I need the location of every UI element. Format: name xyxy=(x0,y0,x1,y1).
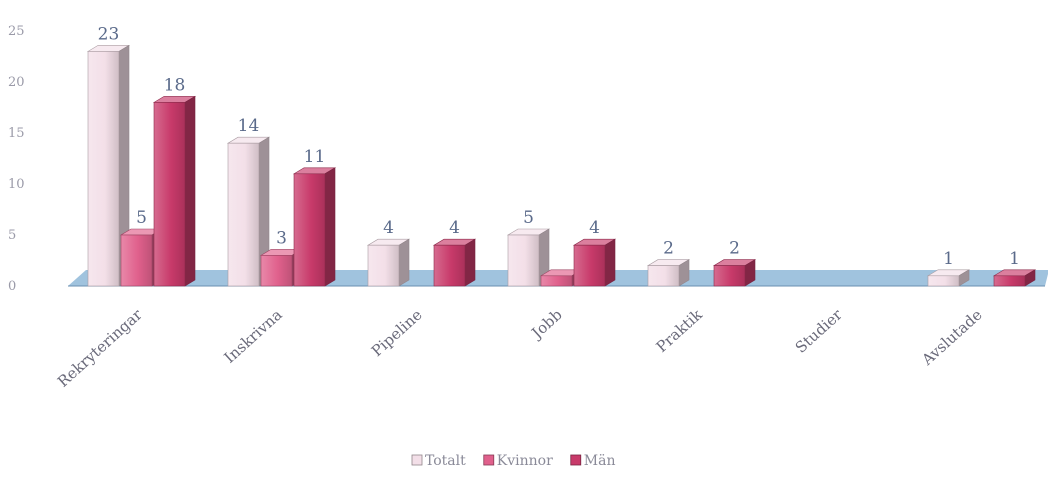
legend-swatch xyxy=(483,454,495,466)
y-tick-label: 5 xyxy=(8,228,16,243)
bar-front-face xyxy=(993,275,1026,287)
bar-front-face xyxy=(153,102,186,287)
bar-front-face xyxy=(713,265,746,287)
bar-front-face xyxy=(87,51,120,287)
bar-totalt-pipeline xyxy=(366,238,411,287)
bar-män-pipeline xyxy=(432,238,477,287)
y-tick-label: 15 xyxy=(8,126,25,141)
data-label: 11 xyxy=(304,147,326,167)
bar-front-face xyxy=(120,234,153,287)
x-tick-label: Rekryteringar xyxy=(54,305,146,391)
data-label: 14 xyxy=(238,116,260,136)
bar-front-face xyxy=(260,255,293,287)
data-label: 23 xyxy=(98,24,120,44)
bar-front-face xyxy=(927,275,960,287)
legend-swatch xyxy=(411,454,423,466)
bar-män-praktik xyxy=(712,259,757,287)
x-tick-label: Studier xyxy=(792,305,847,357)
bar-front-face xyxy=(227,142,260,287)
bar-side-face xyxy=(604,238,616,287)
data-label: 18 xyxy=(164,75,186,95)
bar-totalt-praktik xyxy=(646,259,691,287)
bar-side-face xyxy=(398,238,410,287)
bar-män-inskrivna xyxy=(292,167,337,287)
bar-män-avslutade xyxy=(992,269,1037,287)
data-label: 3 xyxy=(276,228,287,248)
bar-front-face xyxy=(647,265,680,287)
bar-side-face xyxy=(324,167,336,287)
x-tick-label: Praktik xyxy=(653,305,707,356)
bar-side-face xyxy=(184,95,196,287)
data-label: 2 xyxy=(729,239,740,259)
data-label: 1 xyxy=(1009,249,1020,269)
legend-label: Totalt xyxy=(425,453,466,469)
bar-front-face xyxy=(433,244,466,287)
y-axis: 0 5 10 15 20 25 xyxy=(8,24,25,294)
x-tick-label: Inskrivna xyxy=(221,306,286,367)
data-label: 5 xyxy=(523,208,534,228)
data-label: 2 xyxy=(663,239,674,259)
legend-label: Kvinnor xyxy=(497,453,553,469)
bar-totalt-inskrivna xyxy=(226,136,271,287)
bar-front-face xyxy=(573,244,606,287)
bar-front-face xyxy=(293,173,326,287)
data-label: 1 xyxy=(943,249,954,269)
data-label: 4 xyxy=(449,218,460,238)
x-axis: Rekryteringar Inskrivna Pipeline Jobb Prakti… xyxy=(54,305,986,391)
x-tick-label: Pipeline xyxy=(368,306,426,361)
data-label: 4 xyxy=(589,218,600,238)
x-tick-label: Avslutade xyxy=(918,306,986,370)
y-tick-label: 25 xyxy=(8,24,25,39)
legend-item: Totalt xyxy=(411,453,466,469)
bar-män-rekryteringar xyxy=(152,95,197,287)
bar-side-face xyxy=(464,238,476,287)
legend: Totalt Kvinnor Män xyxy=(411,453,616,469)
data-label: 4 xyxy=(383,218,394,238)
bar-front-face xyxy=(540,275,573,287)
legend-item: Kvinnor xyxy=(483,453,553,469)
y-tick-label: 0 xyxy=(8,279,16,294)
bar-totalt-jobb xyxy=(506,228,551,287)
y-tick-label: 20 xyxy=(8,75,25,90)
bar-män-jobb xyxy=(572,238,617,287)
bar-front-face xyxy=(507,234,540,287)
legend-label: Män xyxy=(584,453,616,469)
y-tick-label: 10 xyxy=(8,177,25,192)
bar-totalt-avslutade xyxy=(926,269,971,287)
data-label: 5 xyxy=(136,208,147,228)
bar-front-face xyxy=(367,244,400,287)
x-tick-label: Jobb xyxy=(527,306,566,344)
bar-totalt-rekryteringar xyxy=(86,44,131,287)
legend-item: Män xyxy=(570,453,616,469)
legend-swatch xyxy=(570,454,582,466)
